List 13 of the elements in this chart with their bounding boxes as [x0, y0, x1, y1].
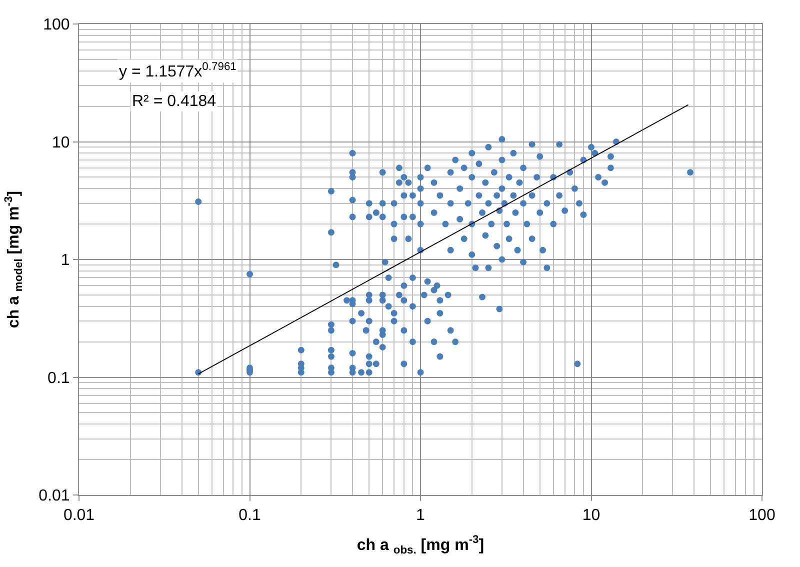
- x-tick-label: 1: [416, 507, 426, 524]
- x-tick-label: 0.01: [63, 507, 95, 524]
- y-tick-label: 0.01: [38, 488, 70, 505]
- y-tick-label: 10: [52, 134, 70, 152]
- x-axis-title: ch a $_{obs.}$ [mg m$^{-3}$]: [356, 534, 484, 556]
- y-tick-label: 1: [60, 252, 70, 270]
- annotation: R² = 0.4184: [132, 93, 216, 110]
- x-tick-label: 100: [748, 507, 776, 524]
- y-tick-label: 0.1: [48, 370, 70, 387]
- y-tick-label: 100: [43, 16, 70, 34]
- annotation: y = 1.1577x$^{0.7961}$: [119, 61, 236, 81]
- x-tick-label: 0.1: [238, 507, 261, 524]
- x-tick-label: 10: [582, 507, 600, 524]
